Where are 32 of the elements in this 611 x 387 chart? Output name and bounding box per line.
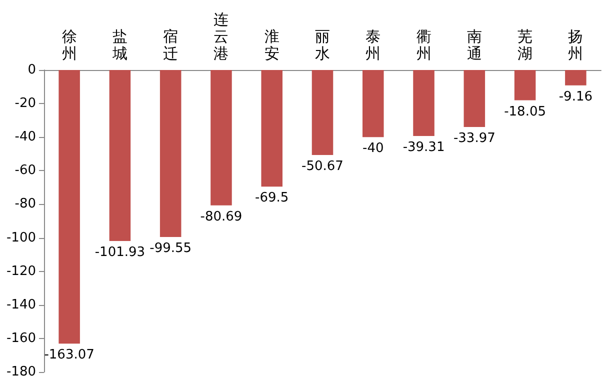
y-tick-label: 0 (28, 62, 36, 78)
data-label: -33.97 (453, 130, 496, 146)
x-tick-label: 芜湖 (518, 28, 533, 62)
data-label: -80.69 (200, 209, 242, 224)
x-tick-label: 淮安 (264, 28, 280, 62)
x-tick-label: 徐州 (62, 28, 77, 62)
data-label: -9.16 (558, 89, 592, 104)
data-label: -18.05 (504, 104, 546, 120)
data-label: -101.93 (94, 245, 146, 260)
x-tick-label: 丽水 (315, 28, 330, 62)
data-label: -50.67 (302, 159, 344, 174)
y-tick-label: -120 (6, 264, 36, 279)
y-tick-label: -140 (6, 297, 36, 312)
x-tick-label: 衢州 (416, 28, 432, 62)
x-tick-label: 扬州 (568, 28, 584, 62)
data-label: -40 (362, 141, 384, 156)
y-tick-label: -40 (14, 130, 36, 145)
x-tick-label: 盐城 (111, 28, 128, 62)
y-tick-label: -160 (6, 330, 36, 346)
data-label: -99.55 (150, 241, 192, 256)
x-tick-label: 宿迁 (163, 28, 178, 62)
data-label: -163.07 (44, 348, 94, 363)
x-tick-label: 连云港 (214, 10, 229, 62)
y-tick-label: -100 (6, 230, 36, 246)
y-tick-label: -180 (6, 364, 36, 380)
data-label: -39.31 (402, 140, 445, 155)
y-tick-label: -80 (14, 196, 36, 212)
x-tick-label: 南通 (466, 28, 482, 62)
x-tick-label: 泰州 (366, 28, 381, 62)
data-label: -69.5 (255, 190, 289, 206)
y-tick-label: -20 (14, 96, 36, 112)
y-tick-label: -60 (14, 163, 36, 178)
